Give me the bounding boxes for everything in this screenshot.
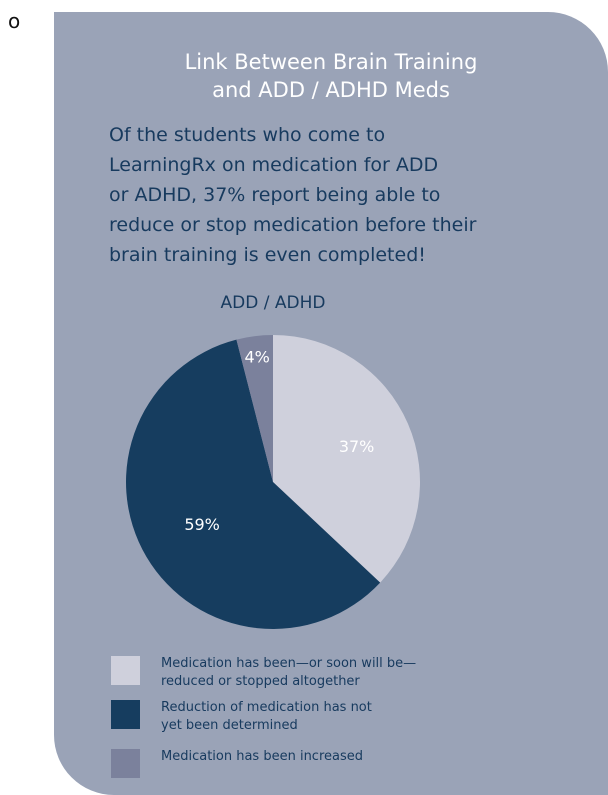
legend-label-undetermined-line-2: yet been determined: [161, 718, 298, 733]
legend-label-undetermined: Reduction of medication has not yet been…: [161, 699, 372, 735]
legend-label-increased: Medication has been increased: [161, 748, 363, 766]
pie-chart: ADD / ADHD 37% 59% 4%: [111, 293, 421, 778]
infographic-card: Link Between Brain Training and ADD / AD…: [54, 12, 608, 795]
pie-label-undetermined: 59%: [184, 515, 220, 534]
pie-slice-undetermined: [126, 339, 381, 630]
legend-swatch-increased: [111, 749, 140, 778]
lede-paragraph: Of the students who come to LearningRx o…: [109, 120, 549, 270]
legend-label-increased-line-1: Medication has been increased: [161, 749, 364, 764]
title-line-1: Link Between Brain Training: [184, 50, 478, 74]
pie-label-increased: 4%: [245, 348, 270, 367]
legend-swatch-undetermined: [111, 700, 140, 729]
pie-label-reduced: 37%: [339, 437, 375, 456]
infographic-title: Link Between Brain Training and ADD / AD…: [54, 48, 608, 104]
lede-line-2: LearningRx on medication for ADD: [109, 154, 439, 176]
legend-label-reduced-line-1: Medication has been—or soon will be—: [161, 656, 417, 671]
pie-slice-increased: [236, 335, 273, 482]
lede-line-3: or ADHD, 37% report being able to: [109, 184, 441, 206]
legend-label-undetermined-line-1: Reduction of medication has not: [161, 700, 372, 715]
lede-line-4: reduce or stop medication before their: [109, 214, 477, 236]
pie-slice-reduced: [273, 335, 421, 583]
pie-chart-title: ADD / ADHD: [221, 293, 326, 313]
lede-line-1: Of the students who come to: [109, 124, 386, 146]
list-bullet: o: [8, 9, 21, 33]
legend-label-reduced-line-2: reduced or stopped altogether: [161, 674, 360, 689]
lede-line-5: brain training is even completed!: [109, 244, 426, 266]
legend-label-reduced: Medication has been—or soon will be— red…: [161, 655, 416, 691]
legend-swatch-reduced: [111, 656, 140, 685]
title-line-2: and ADD / ADHD Meds: [212, 78, 450, 102]
